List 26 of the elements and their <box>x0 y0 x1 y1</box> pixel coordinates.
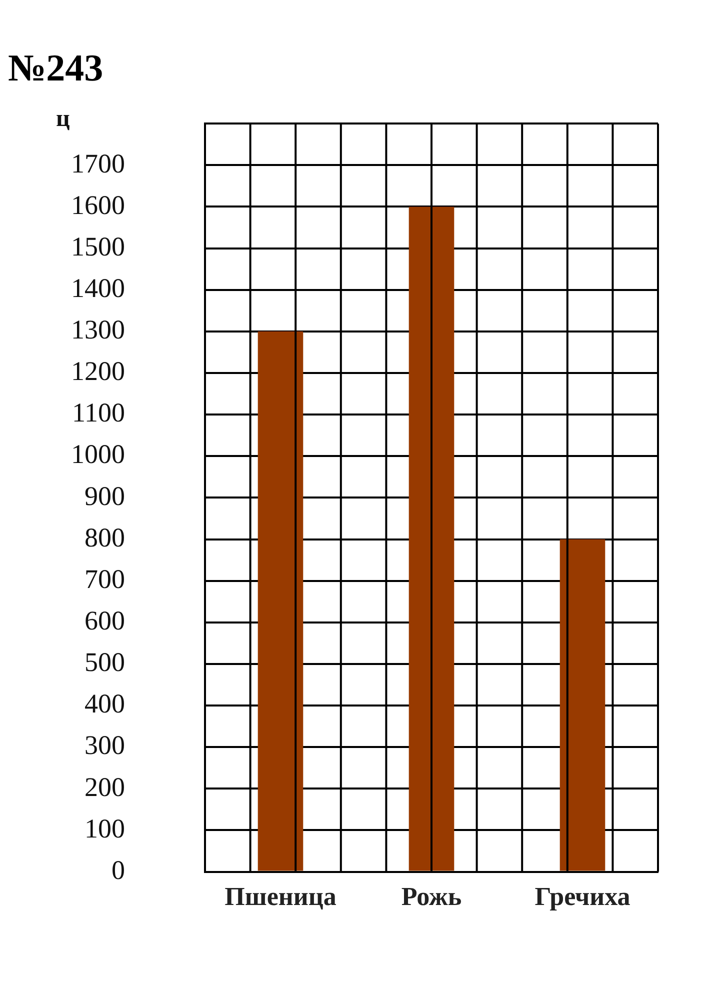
y-tick-label: 1400 <box>71 272 125 303</box>
y-tick-label: 1500 <box>71 231 125 262</box>
y-tick-label: 500 <box>84 647 125 678</box>
x-tick-label: Рожь <box>401 882 462 912</box>
y-tick-label: 900 <box>84 480 125 511</box>
x-tick-label: Гречиха <box>534 882 630 912</box>
y-tick-label: 600 <box>84 605 125 636</box>
y-tick-label: 1200 <box>71 356 125 386</box>
y-tick-label: 0 <box>112 854 125 885</box>
y-tick-label: 1700 <box>71 148 125 178</box>
bar <box>258 331 304 871</box>
y-tick-label: 100 <box>84 813 125 844</box>
y-tick-label: 200 <box>84 772 125 802</box>
y-axis-title: ц <box>56 106 70 132</box>
y-tick-label: 1100 <box>72 398 125 428</box>
y-tick-label: 1600 <box>71 190 125 220</box>
y-tick-label: 400 <box>84 688 125 719</box>
chart-title: №243 <box>8 48 104 90</box>
y-tick-label: 800 <box>84 522 125 552</box>
y-tick-label: 700 <box>84 564 125 594</box>
y-tick-label: 300 <box>84 730 125 760</box>
y-tick-label: 1000 <box>71 439 125 470</box>
x-tick-label: Пшеница <box>224 882 336 912</box>
y-tick-label: 1300 <box>71 314 125 345</box>
bar <box>560 539 606 871</box>
bar <box>408 206 454 871</box>
